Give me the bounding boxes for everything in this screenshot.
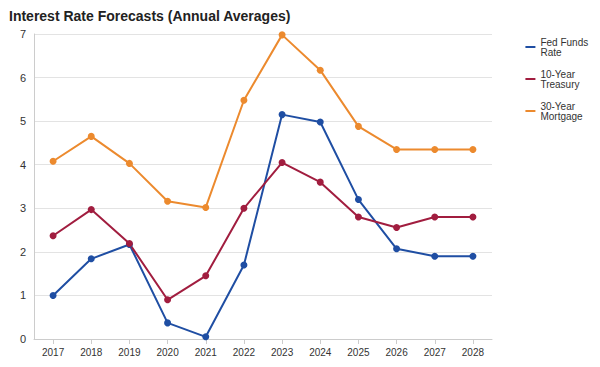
svg-text:Rate: Rate <box>540 47 562 58</box>
svg-text:2020: 2020 <box>156 347 179 358</box>
svg-text:2017: 2017 <box>42 347 65 358</box>
svg-text:6: 6 <box>20 72 26 84</box>
svg-text:5: 5 <box>20 115 26 127</box>
svg-text:4: 4 <box>20 159 26 171</box>
svg-text:2021: 2021 <box>195 347 218 358</box>
svg-text:2026: 2026 <box>385 347 408 358</box>
svg-text:Fed Funds: Fed Funds <box>540 36 591 48</box>
svg-text:10-Year: 10-Year <box>540 68 578 80</box>
svg-text:2022: 2022 <box>233 347 256 358</box>
svg-text:Interest Rate Forecasts (Annua: Interest Rate Forecasts (Annual Averages… <box>9 8 290 24</box>
svg-text:2023: 2023 <box>271 347 294 358</box>
svg-text:2019: 2019 <box>118 347 141 358</box>
svg-text:7: 7 <box>20 28 26 40</box>
svg-text:2028: 2028 <box>462 347 485 358</box>
svg-text:0: 0 <box>20 333 26 345</box>
svg-text:2: 2 <box>20 246 26 258</box>
svg-text:2025: 2025 <box>347 347 370 358</box>
svg-text:3: 3 <box>20 202 26 214</box>
svg-text:1: 1 <box>20 289 26 301</box>
svg-text:Treasury: Treasury <box>540 79 579 90</box>
svg-text:2027: 2027 <box>424 347 447 358</box>
svg-text:2018: 2018 <box>80 347 103 358</box>
svg-text:2024: 2024 <box>309 347 332 358</box>
svg-text:Mortgage: Mortgage <box>540 111 583 122</box>
svg-text:30-Year: 30-Year <box>540 100 578 112</box>
